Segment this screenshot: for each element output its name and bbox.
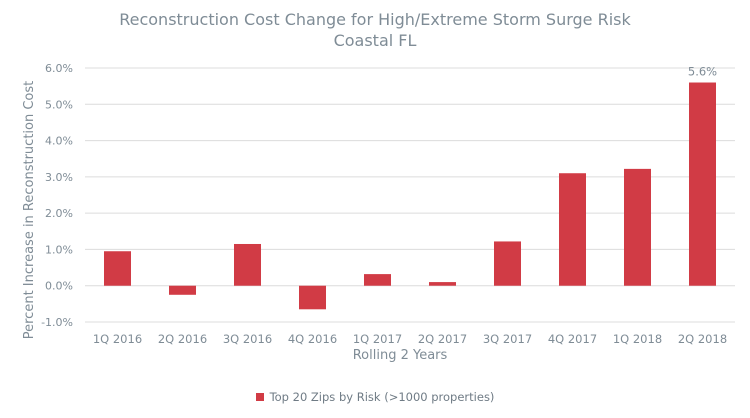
chart-title: Reconstruction Cost Change for High/Extr…: [119, 10, 631, 29]
x-tick-label: 4Q 2016: [288, 332, 337, 346]
y-tick-label: 1.0%: [45, 243, 73, 256]
y-axis-title: Percent Increase in Reconstruction Cost: [22, 81, 37, 340]
bars: [104, 82, 716, 310]
x-axis-title: Rolling 2 Years: [353, 348, 448, 363]
bar: [689, 82, 716, 286]
y-tick-label: 4.0%: [45, 135, 73, 148]
legend: Top 20 Zips by Risk (>1000 properties): [0, 390, 750, 404]
x-tick-label: 2Q 2017: [418, 332, 467, 346]
x-tick-label: 4Q 2017: [548, 332, 597, 346]
y-tick-label: -1.0%: [41, 316, 73, 329]
bar: [364, 274, 391, 286]
bar: [234, 243, 261, 286]
x-tick-label: 1Q 2016: [93, 332, 142, 346]
y-tick-label: 2.0%: [45, 207, 73, 220]
x-axis-ticks: 1Q 2016 2Q 2016 3Q 2016 4Q 2016 1Q 2017 2Q 20…: [93, 332, 727, 346]
x-tick-label: 1Q 2018: [613, 332, 662, 346]
y-tick-label: 6.0%: [45, 62, 73, 75]
x-tick-label: 3Q 2016: [223, 332, 272, 346]
chart-subtitle: Coastal FL: [333, 31, 417, 50]
y-tick-label: 5.0%: [45, 98, 73, 111]
bar: [299, 285, 326, 310]
x-tick-label: 2Q 2016: [158, 332, 207, 346]
x-tick-label: 3Q 2017: [483, 332, 532, 346]
data-label: 5.6%: [688, 65, 717, 79]
legend-swatch: [255, 393, 264, 401]
legend-label: Top 20 Zips by Risk (>1000 properties): [269, 390, 495, 404]
x-tick-label: 2Q 2018: [678, 332, 727, 346]
bar: [169, 285, 196, 295]
data-labels: 5.6%: [688, 65, 717, 79]
bar: [559, 173, 586, 286]
y-axis-ticks: -1.0% 0.0% 1.0% 2.0% 3.0% 4.0% 5.0% 6.0%: [41, 62, 73, 329]
bar: [429, 282, 456, 286]
bar: [624, 168, 651, 286]
y-tick-label: 0.0%: [45, 280, 73, 293]
bar: [104, 251, 131, 286]
y-tick-label: 3.0%: [45, 171, 73, 184]
x-tick-label: 1Q 2017: [353, 332, 402, 346]
bar: [494, 241, 521, 286]
